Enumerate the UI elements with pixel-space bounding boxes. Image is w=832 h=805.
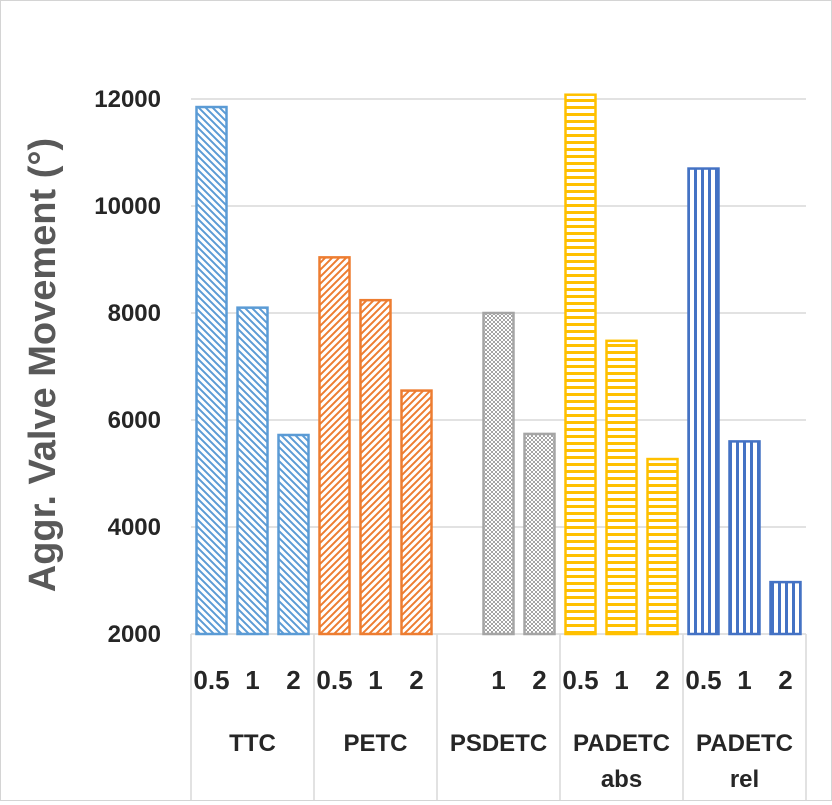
bars <box>195 93 802 636</box>
group-label: PADETC <box>573 730 670 757</box>
x-tick-label: 2 <box>409 665 423 695</box>
group-label: PSDETC <box>450 730 547 757</box>
group-label: PETC <box>343 730 407 757</box>
bar <box>482 311 515 636</box>
x-tick-label: 0.5 <box>193 665 229 695</box>
x-tick-label: 1 <box>491 665 505 695</box>
x-tick-label: 1 <box>737 665 751 695</box>
group-label: abs <box>601 766 642 793</box>
x-tick-label: 2 <box>655 665 669 695</box>
bar <box>605 339 638 636</box>
x-tick-label: 1 <box>614 665 628 695</box>
bar <box>236 306 269 636</box>
y-tick-label: 12000 <box>94 86 161 113</box>
bar <box>769 580 802 636</box>
x-tick-label: 2 <box>286 665 300 695</box>
bar <box>564 93 597 636</box>
y-axis-label: Aggr. Valve Movement (°) <box>22 138 64 592</box>
x-tick-label: 0.5 <box>685 665 721 695</box>
bar <box>400 389 433 636</box>
group-label: TTC <box>229 730 276 757</box>
y-tick-label: 6000 <box>108 407 161 434</box>
y-tick-label: 4000 <box>108 514 161 541</box>
bar <box>318 256 351 636</box>
x-tick-label: 1 <box>245 665 259 695</box>
x-tick-label: 0.5 <box>562 665 598 695</box>
bar <box>646 457 679 636</box>
y-axis-ticks: 2000 4000 6000 8000 10000 12000 <box>94 86 161 648</box>
x-tick-label: 0.5 <box>316 665 352 695</box>
bar <box>359 298 392 636</box>
bar <box>728 440 761 636</box>
x-tick-label: 2 <box>778 665 792 695</box>
group-label: PADETC <box>696 730 793 757</box>
x-tick-label: 2 <box>532 665 546 695</box>
y-tick-label: 10000 <box>94 193 161 220</box>
bar <box>277 433 310 636</box>
bar <box>523 432 556 636</box>
bar <box>687 167 720 636</box>
group-label: rel <box>730 766 759 793</box>
bar <box>195 105 228 636</box>
y-tick-label: 2000 <box>108 621 161 648</box>
x-tick-label: 1 <box>368 665 382 695</box>
y-tick-label: 8000 <box>108 300 161 327</box>
